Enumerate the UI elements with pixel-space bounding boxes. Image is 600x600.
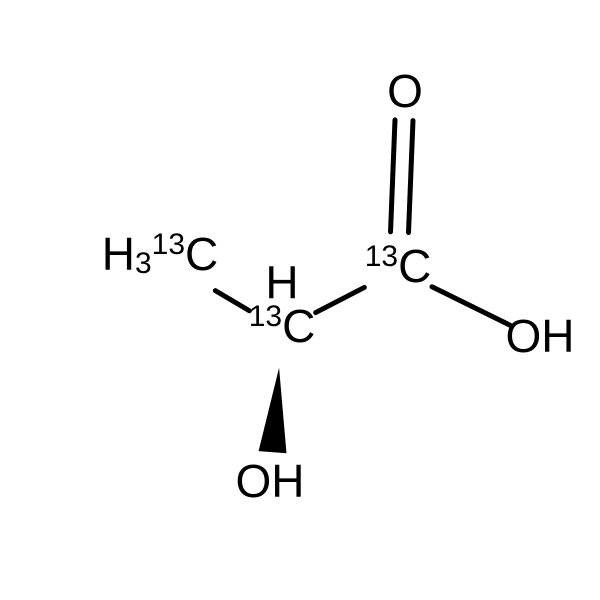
atom-label: OH: [506, 310, 575, 362]
bond-wedge: [259, 368, 287, 454]
molecule-diagram: O 13C OH 13CH H313C OH: [0, 0, 600, 600]
bond-single: [215, 291, 249, 311]
atom-label: O: [387, 65, 423, 117]
atoms: O 13C OH 13CH H313C OH: [102, 65, 575, 507]
atom-label: H313C: [102, 228, 219, 281]
atom-label: OH: [236, 455, 305, 507]
atom-C1: 13C: [365, 240, 432, 292]
atom-O_top: O: [387, 65, 423, 117]
atom-C2: 13CH: [249, 256, 316, 352]
atom-label: 13C: [365, 240, 432, 292]
atom-H-above: H: [265, 256, 298, 308]
atom-OH_right: OH: [506, 310, 575, 362]
bonds: [215, 120, 510, 453]
bond-single: [432, 287, 511, 326]
atom-OH_bot: OH: [236, 455, 305, 507]
bond-double: [409, 121, 413, 233]
bond-single: [316, 287, 365, 312]
bond-double: [391, 120, 395, 232]
atom-C3: H313C: [102, 228, 219, 281]
